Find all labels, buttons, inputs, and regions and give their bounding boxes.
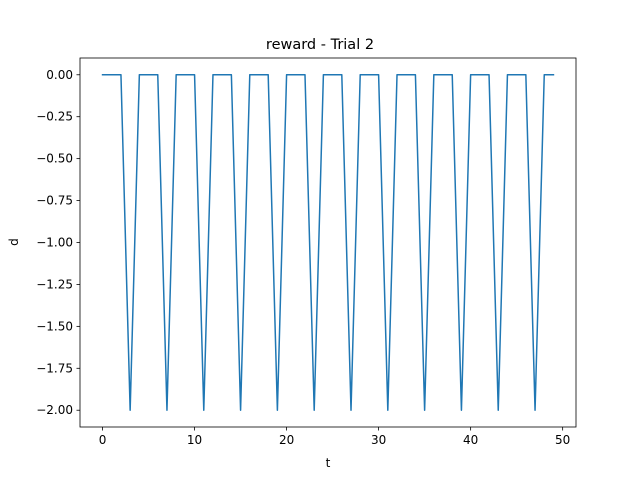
y-tick-label: −1.00 [36,236,73,250]
y-tick-label: −0.50 [36,152,73,166]
plot-area: 0 10 20 30 40 50 0.00 −0.25 −0.50 −0.75 −1.00 −1.25… [36,57,577,447]
series-line-0 [101,74,555,411]
x-tick-label: 10 [187,433,202,447]
x-tick-label: 0 [99,433,107,447]
y-tick-label: −2.00 [36,403,73,417]
x-axis-title: t [326,456,331,470]
y-tick-label: −0.25 [36,110,73,124]
axes-frame [79,57,577,428]
chart-title: reward - Trial 2 [266,37,374,53]
y-tick-label: −0.75 [36,194,73,208]
y-tick-label: −1.25 [36,277,73,291]
y-tick-label: 0.00 [46,68,73,82]
x-tick-label: 40 [463,433,478,447]
x-tick-label: 50 [555,433,570,447]
y-axis-title: d [7,238,21,246]
y-tick-label: −1.75 [36,361,73,375]
x-tick-label: 20 [279,433,294,447]
y-tick-label: −1.50 [36,319,73,333]
x-tick-label: 30 [371,433,386,447]
